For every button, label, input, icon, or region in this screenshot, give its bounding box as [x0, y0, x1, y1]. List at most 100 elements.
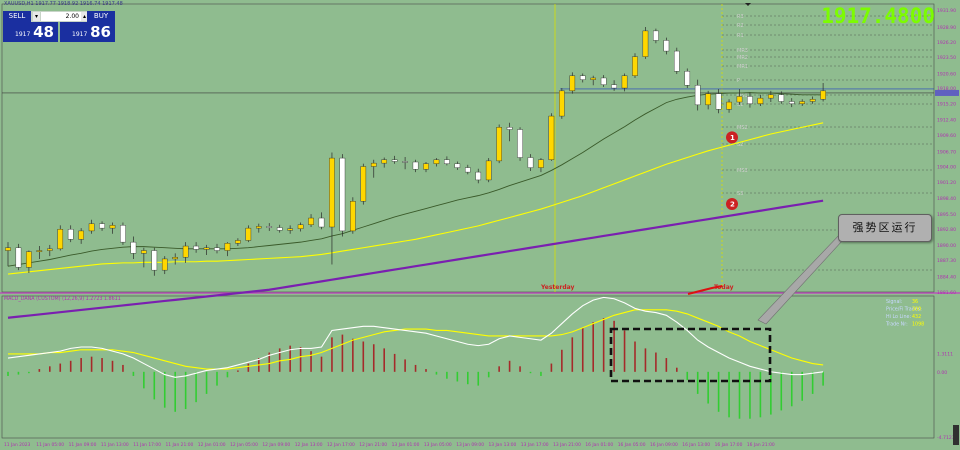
current-price-tag: [935, 89, 959, 96]
candle: [339, 154, 346, 237]
candle: [559, 88, 565, 119]
candle-body: [329, 157, 335, 228]
candle: [172, 253, 179, 265]
ma-red-line: [687, 285, 723, 295]
buy-button[interactable]: BUY: [87, 11, 115, 22]
candle-body: [78, 230, 84, 240]
sell-price-button[interactable]: 1917 48: [3, 22, 58, 42]
candle: [67, 225, 74, 243]
y-axis-label: 1887.30: [937, 258, 956, 264]
candle-body: [433, 159, 440, 164]
candle: [496, 124, 502, 164]
candle-body: [141, 250, 147, 254]
y-axis-label: 1906.70: [937, 149, 956, 155]
candle: [653, 28, 659, 44]
candle-body: [559, 90, 565, 117]
macd-panel-frame: [1, 295, 935, 439]
candle-body: [465, 167, 471, 173]
candle-body: [381, 159, 388, 164]
pivot-level-label: MS2: [737, 125, 748, 131]
candle-body: [109, 225, 116, 229]
pivot-level-label: S3: [737, 191, 743, 197]
y-axis-label: 1904.00: [937, 164, 956, 170]
candle-body: [318, 217, 325, 228]
lot-size-input[interactable]: 2.00: [41, 12, 81, 21]
candle: [120, 222, 126, 245]
candle: [381, 157, 388, 168]
time-axis-label: 11 Jan 05:00: [36, 442, 64, 448]
candle: [538, 158, 544, 173]
ma-marker: 2: [726, 198, 738, 211]
highlight-box: [609, 327, 772, 383]
candle: [485, 158, 492, 183]
candle: [276, 224, 283, 233]
candle-body: [99, 223, 105, 229]
candle: [642, 26, 649, 59]
scroll-handle: [953, 425, 959, 445]
candle: [329, 152, 335, 265]
y-axis-label: 1912.40: [937, 117, 956, 123]
candle-body: [642, 30, 649, 57]
y-axis-label: 1923.50: [937, 55, 956, 61]
candle-body: [590, 77, 596, 80]
buy-price-button[interactable]: 1917 86: [60, 22, 115, 42]
candle: [820, 83, 826, 102]
time-axis-label: 13 Jan 13:00: [489, 442, 517, 448]
candle: [621, 73, 628, 92]
candle-body: [778, 94, 785, 102]
candle-body: [224, 243, 231, 251]
time-axis-label: 13 Jan 05:00: [424, 442, 452, 448]
candle: [465, 164, 471, 175]
candle: [161, 256, 168, 275]
candle: [370, 159, 377, 178]
candle: [235, 238, 241, 247]
buy-price-big: 86: [90, 23, 111, 41]
y-axis-label: 1898.40: [937, 196, 956, 202]
macd-legend-value: 432: [912, 314, 921, 320]
candle: [715, 89, 722, 114]
candle-body: [88, 223, 95, 232]
macd-legend-name: Price/Fi Trades:: [886, 307, 922, 313]
macd-legend-name: Hi Lo Line:: [886, 314, 912, 320]
time-axis-label: 11 Jan 13:00: [101, 442, 129, 448]
candle: [579, 73, 586, 83]
lot-increase-icon[interactable]: ▴: [81, 12, 88, 21]
candle: [674, 47, 680, 75]
time-axis-label: 12 Jan 21:00: [359, 442, 387, 448]
candle: [256, 223, 262, 233]
candle-body: [621, 75, 628, 89]
macd-y-label: 0.00: [937, 370, 947, 376]
y-axis-label: 1901.20: [937, 180, 956, 186]
macd-y-label: 1.3111: [937, 352, 953, 358]
time-axis-label: 12 Jan 01:00: [198, 442, 226, 448]
y-axis-label: 1928.90: [937, 25, 956, 31]
candle: [454, 161, 461, 170]
candle-body: [747, 96, 753, 104]
candle-body: [820, 90, 826, 100]
candle: [15, 243, 22, 271]
y-axis-label: 1890.00: [937, 243, 956, 249]
candle-body: [454, 163, 461, 168]
time-axis-label: 16 Jan 01:00: [585, 442, 613, 448]
y-axis-label: 1918.00: [937, 86, 956, 92]
pivot-level-label: R3: [737, 14, 744, 20]
sell-button[interactable]: SELL: [3, 11, 31, 22]
candle-body: [47, 248, 53, 251]
macd-legend-value: 36: [912, 299, 918, 305]
y-axis-label: 1909.60: [937, 133, 956, 139]
candle-body: [579, 75, 586, 80]
time-axis-label: 16 Jan 13:00: [682, 442, 710, 448]
candle-body: [632, 56, 638, 76]
candle-body: [736, 96, 743, 103]
candle: [308, 214, 314, 228]
lot-decrease-icon[interactable]: ▾: [33, 12, 40, 21]
candle-body: [297, 224, 304, 229]
buy-price-small: 1917: [72, 31, 88, 38]
time-axis-label: 16 Jan 21:00: [747, 442, 775, 448]
candle: [506, 122, 513, 142]
candle-body: [26, 251, 32, 268]
candle: [632, 53, 638, 78]
candle: [788, 98, 795, 108]
candle: [527, 154, 534, 171]
candle-body: [496, 127, 502, 162]
